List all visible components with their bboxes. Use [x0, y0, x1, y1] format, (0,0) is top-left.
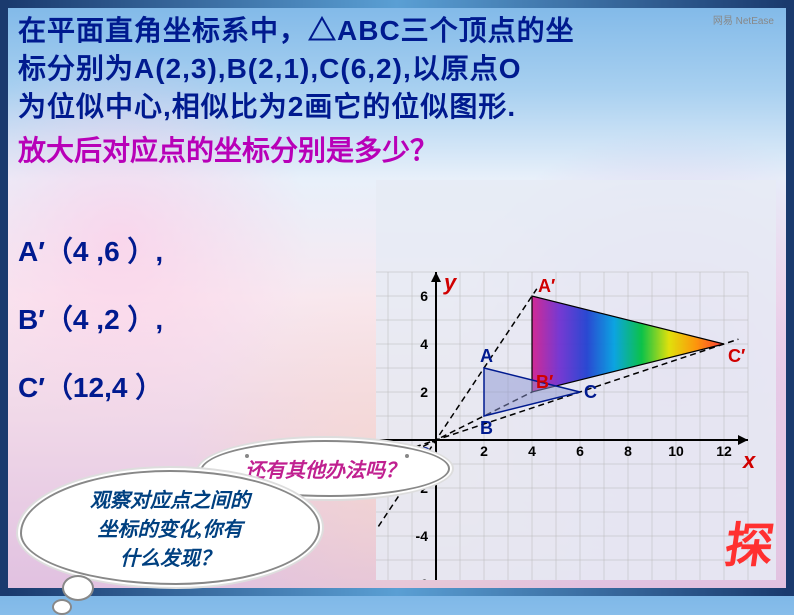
bubble1-line3: 什么发现？ [120, 548, 220, 570]
svg-text:x: x [742, 448, 756, 473]
svg-text:8: 8 [624, 443, 632, 459]
thought-bubble-1: 观察对应点之间的 坐标的变化,你有 什么发现？ [20, 470, 320, 585]
svg-text:A′: A′ [538, 276, 555, 296]
svg-text:2: 2 [480, 443, 488, 459]
svg-text:6: 6 [576, 443, 584, 459]
problem-line-1: 在平面直角坐标系中，△ABC三个顶点的坐 [18, 15, 575, 46]
problem-line-3: 为位似中心,相似比为2画它的位似图形. [18, 91, 516, 122]
coordinate-chart: 24681012246-2-4-6xyoABCA′B′C′A′ [376, 180, 776, 580]
explore-char-glyph: 探 [721, 506, 779, 576]
svg-text:2: 2 [420, 384, 428, 400]
answer-b: B′（4 ,2 ）, [18, 298, 163, 338]
answers-block: A′（4 ,6 ）, B′（4 ,2 ）, C′（12,4 ） [18, 230, 163, 434]
svg-text:10: 10 [668, 443, 684, 459]
svg-text:A: A [480, 346, 493, 366]
svg-text:6: 6 [420, 288, 428, 304]
problem-statement: 在平面直角坐标系中，△ABC三个顶点的坐 标分别为A(2,3),B(2,1),C… [18, 12, 776, 125]
svg-text:4: 4 [528, 443, 536, 459]
svg-text:C′: C′ [728, 346, 745, 366]
bubble1-line2: 坐标的变化,你有 [98, 519, 243, 541]
svg-text:B: B [480, 418, 493, 438]
svg-text:4: 4 [420, 336, 428, 352]
svg-text:C: C [584, 382, 597, 402]
answer-a: A′（4 ,6 ）, [18, 230, 163, 270]
svg-text:-4: -4 [416, 528, 429, 544]
chart-svg: 24681012246-2-4-6xyoABCA′B′C′A′ [376, 180, 776, 580]
svg-text:B′: B′ [536, 372, 553, 392]
content-area: 在平面直角坐标系中，△ABC三个顶点的坐 标分别为A(2,3),B(2,1),C… [0, 0, 794, 181]
question: 放大后对应点的坐标分别是多少？ [18, 129, 776, 169]
explore-character: 探 [721, 506, 779, 576]
answer-c: C′（12,4 ） [18, 366, 163, 406]
svg-text:-6: -6 [416, 576, 429, 580]
svg-text:12: 12 [716, 443, 732, 459]
bubble1-line1: 观察对应点之间的 [90, 490, 250, 512]
problem-line-2: 标分别为A(2,3),B(2,1),C(6,2),以原点O [18, 53, 522, 84]
bubble2-text: 还有其他办法吗？ [245, 460, 405, 482]
svg-text:y: y [443, 270, 458, 295]
